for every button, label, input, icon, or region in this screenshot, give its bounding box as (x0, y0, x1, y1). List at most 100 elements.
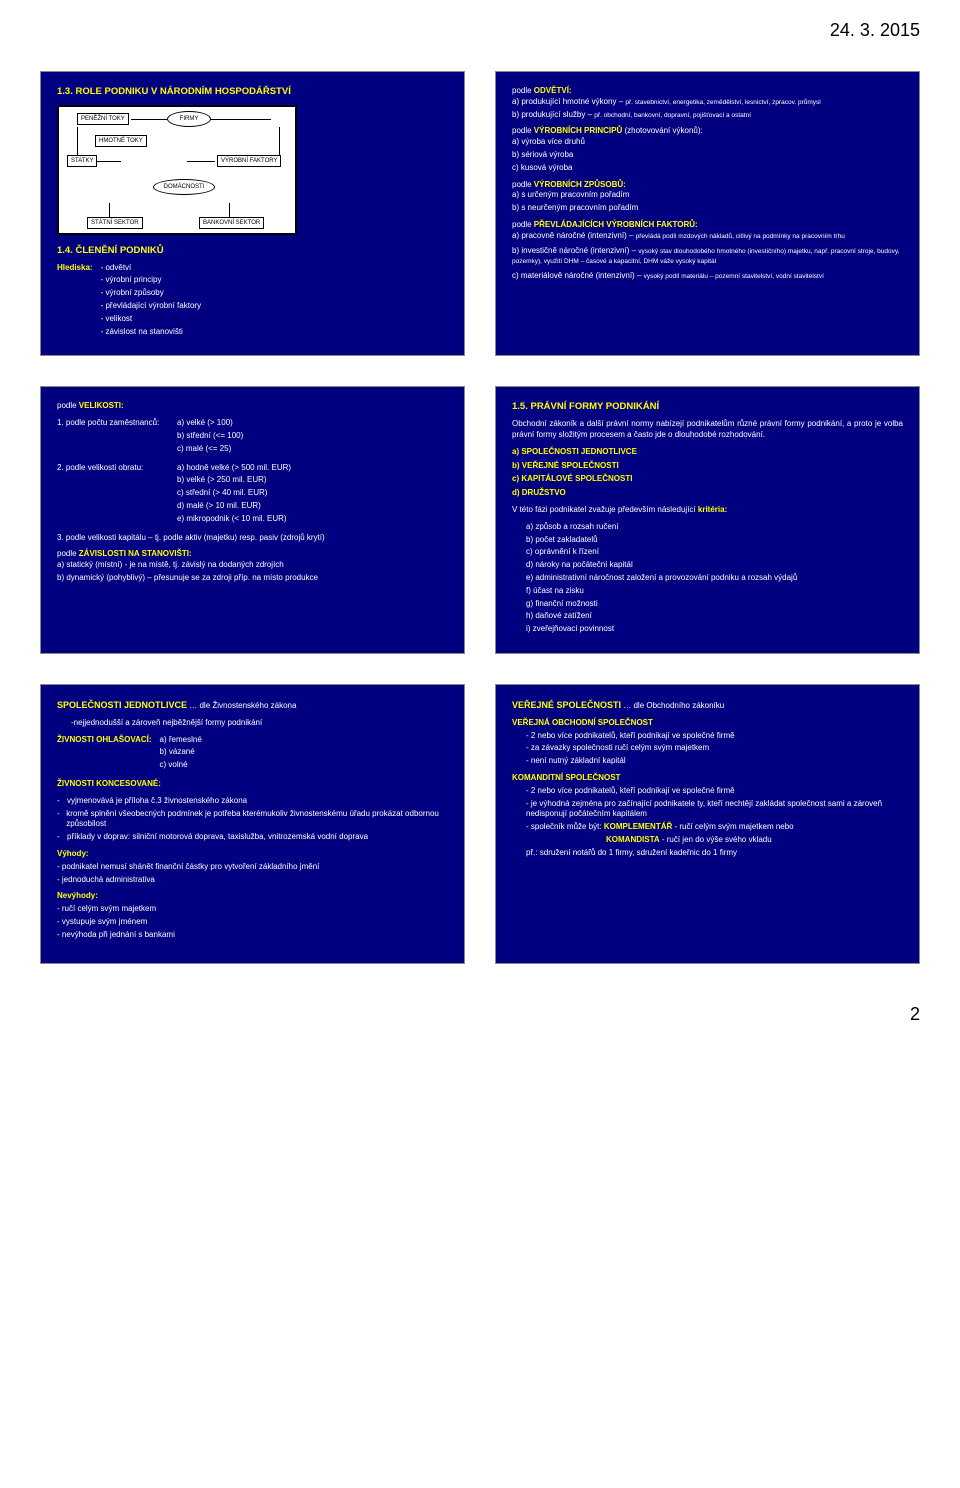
s2-a1s: př. stavebnictví, energetika, zemědělstv… (625, 99, 820, 106)
slide-4: 1.5. PRÁVNÍ FORMY PODNIKÁNÍ Obchodní zák… (495, 386, 920, 654)
s6-v3: - není nutný základní kapitál (526, 756, 903, 767)
s3-l2b: ZÁVISLOSTI NA STANOVIŠTI: (79, 549, 192, 558)
s6-kom: KOMANDITNÍ SPOLEČNOST (512, 773, 903, 784)
s1-title: 1.3. ROLE PODNIKU V NÁRODNÍM HOSPODÁŘSTV… (57, 86, 448, 99)
s2-b1: a) výroba více druhů (512, 137, 903, 148)
s3-l2a: podle (57, 549, 79, 558)
s2-l2a: podle (512, 126, 534, 135)
s3-r2b: a) hodně velké (> 500 mil. EUR) (177, 463, 291, 474)
s5-nv2: - vystupuje svým jménem (57, 917, 448, 928)
s6-vos: VEŘEJNÁ OBCHODNÍ SPOLEČNOST (512, 718, 903, 729)
s2-l1b: ODVĚTVÍ: (534, 86, 572, 95)
s6-k3b: KOMPLEMENTÁŘ (604, 822, 672, 831)
s2-l3a: podle (512, 180, 534, 189)
diagram-node: FIRMY (167, 111, 211, 127)
diagram-node: STATKY (67, 155, 97, 167)
s4-p1: Obchodní zákoník a další právní normy na… (512, 419, 903, 441)
s4-k4: d) nároky na počáteční kapitál (526, 560, 903, 571)
s3-r1b: a) velké (> 100) (177, 418, 243, 429)
s4-k2: b) počet zakladatelů (526, 535, 903, 546)
s5-vh-label: Výhody: (57, 849, 448, 860)
s5-b2: kromě splnění všeobecných podmínek je po… (66, 809, 448, 831)
s2-d1: a) pracovně náročné (intenzivní) – (512, 231, 636, 240)
s4-k8: h) daňové zatížení (526, 611, 903, 622)
s4-k6: f) účast na zisku (526, 586, 903, 597)
s2-l2b: VÝROBNÍCH PRINCIPŮ (534, 126, 622, 135)
diagram-node: VÝROBNÍ FAKTORY (217, 155, 281, 167)
s3-l1a: podle (57, 401, 79, 410)
s6-k3c: - ručí celým svým majetkem nebo (672, 822, 793, 831)
s2-l1a: podle (512, 86, 534, 95)
s3-z2: b) dynamický (pohyblivý) – přesunuje se … (57, 573, 448, 584)
s5-vh1: - podnikatel nemusí shánět finanční část… (57, 862, 448, 873)
s3-r2e: d) malé (> 10 mil. EUR) (177, 501, 291, 512)
s5-b3: příklady v doprav: silniční motorová dop… (67, 832, 368, 843)
s3-r1a: 1. podle počtu zaměstnanců: (57, 418, 177, 456)
s5-nv3: - nevýhoda při jednání s bankami (57, 930, 448, 941)
diagram-node: HMOTNÉ TOKY (95, 135, 147, 147)
diagram-node: DOMÁCNOSTI (153, 179, 215, 195)
s1-h4: - převládající výrobní faktory (101, 301, 201, 312)
page-number: 2 (0, 984, 960, 1045)
s2-a2: b) produkující služby – (512, 110, 594, 119)
slides-container: 1.3. ROLE PODNIKU V NÁRODNÍM HOSPODÁŘSTV… (0, 51, 960, 984)
s6-k4c: - ručí jen do výše svého vkladu (660, 835, 772, 844)
slide-5: SPOLEČNOSTI JEDNOTLIVCE … dle Živnostens… (40, 684, 465, 964)
s2-l4b: PŘEVLÁDAJÍCÍCH VÝROBNÍCH FAKTORŮ: (534, 220, 698, 229)
s4-c: c) KAPITÁLOVÉ SPOLEČNOSTI (512, 474, 903, 485)
s4-k3: c) oprávnění k řízení (526, 547, 903, 558)
s4-k1: a) způsob a rozsah ručení (526, 522, 903, 533)
slide-3: podle VELIKOSTI: 1. podle počtu zaměstna… (40, 386, 465, 654)
s1-h6: - závislost na stanovišti (101, 327, 201, 338)
s6-k1: - 2 nebo více podnikatelů, kteří podnika… (526, 786, 903, 797)
s3-r1c: b) střední (<= 100) (177, 431, 243, 442)
s6-k5: př.: sdružení notářů do 1 firmy, sdružen… (526, 848, 903, 859)
s1-h3: - výrobní způsoby (101, 288, 201, 299)
s6-k3a: - společník může být: (526, 822, 604, 831)
s1-hlediska-label: Hlediska: (57, 263, 93, 340)
s2-b2: b) sériová výroba (512, 150, 903, 161)
s4-p2: V této fázi podnikatel zvažuje především… (512, 505, 698, 514)
s4-a: a) SPOLEČNOSTI JEDNOTLIVCE (512, 447, 903, 458)
s4-k9: i) zveřejňovací povinnost (526, 624, 903, 635)
s6-v1: - 2 nebo více podnikatelů, kteří podnika… (526, 731, 903, 742)
s6-k2: - je výhodná zejména pro začínající podn… (526, 799, 903, 821)
s4-p2b: kritéria: (698, 505, 727, 514)
diagram-node: STÁTNÍ SEKTOR (87, 217, 143, 229)
s3-r3: 3. podle velikosti kapitálu – tj. podle … (57, 533, 448, 544)
s2-d3: c) materiálově náročné (intenzivní) – (512, 271, 644, 280)
s2-l3b: VÝROBNÍCH ZPŮSOBŮ: (534, 180, 626, 189)
s4-d: d) DRUŽSTVO (512, 488, 903, 499)
s6-t1b: … dle Obchodního zákoníku (621, 701, 724, 710)
s4-k7: g) finanční možnosti (526, 599, 903, 610)
s4-k5: e) administrativní náročnost založení a … (526, 573, 903, 584)
s5-nv-label: Nevýhody: (57, 891, 448, 902)
page-date: 24. 3. 2015 (0, 0, 960, 51)
s5-oh-label: ŽIVNOSTI OHLAŠOVACÍ: (57, 735, 152, 773)
s6-t1a: VEŘEJNÉ SPOLEČNOSTI (512, 700, 621, 710)
s3-r2d: c) střední (> 40 mil. EUR) (177, 488, 291, 499)
s5-oh1: a) řemeslné (160, 735, 202, 746)
s2-a1: a) produkující hmotné výkony – (512, 97, 625, 106)
s3-r2f: e) mikropodnik (< 10 mil. EUR) (177, 514, 291, 525)
s2-l4a: podle (512, 220, 534, 229)
s2-d3s: vysoký podíl materiálu – pozemní stavite… (644, 273, 824, 280)
s1-h1: - odvětví (101, 263, 201, 274)
s6-k4b: KOMANDISTA (606, 835, 660, 844)
s4-b: b) VEŘEJNÉ SPOLEČNOSTI (512, 461, 903, 472)
s5-t1b: … dle Živnostenského zákona (187, 701, 296, 710)
slide-2: podle ODVĚTVÍ: a) produkující hmotné výk… (495, 71, 920, 356)
slide-6: VEŘEJNÉ SPOLEČNOSTI … dle Obchodního zák… (495, 684, 920, 964)
s1-h2: - výrobní principy (101, 275, 201, 286)
s6-v2: - za závazky společnosti ručí celým svým… (526, 743, 903, 754)
s2-c1: a) s určeným pracovním pořadím (512, 190, 903, 201)
s6-k4a (526, 835, 606, 844)
s3-r2a: 2. podle velikosti obratu: (57, 463, 177, 527)
s3-z1: a) statický (místní) - je na místě, tj. … (57, 560, 448, 571)
s5-nv1: - ručí celým svým majetkem (57, 904, 448, 915)
s5-sub1: -nejjednodušší a zároveň nejběžnější for… (57, 718, 448, 729)
s5-t1a: SPOLEČNOSTI JEDNOTLIVCE (57, 700, 187, 710)
s4-title: 1.5. PRÁVNÍ FORMY PODNIKÁNÍ (512, 401, 903, 414)
s5-vh2: - jednoduchá administrativa (57, 875, 448, 886)
s5-oh3: c) volné (160, 760, 202, 771)
